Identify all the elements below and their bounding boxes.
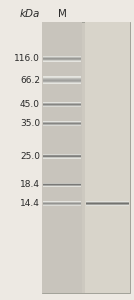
Bar [43, 203, 81, 204]
Bar [43, 124, 81, 125]
Bar [43, 158, 81, 159]
Bar [43, 78, 81, 79]
Bar [43, 185, 81, 186]
Bar [43, 205, 81, 206]
Bar [86, 202, 129, 203]
Bar [43, 202, 81, 203]
Bar [43, 83, 81, 84]
Bar [86, 204, 129, 205]
Bar [42, 22, 82, 293]
Bar [43, 123, 81, 124]
Text: 35.0: 35.0 [20, 119, 40, 128]
Bar [43, 103, 81, 104]
Bar [43, 186, 81, 187]
Text: M: M [58, 9, 66, 19]
Bar [43, 201, 81, 202]
Text: 25.0: 25.0 [20, 152, 40, 160]
Bar [43, 157, 81, 158]
Bar [85, 22, 130, 293]
Bar [43, 60, 81, 61]
Bar [43, 184, 81, 185]
Bar [43, 155, 81, 156]
Bar [43, 80, 81, 81]
Text: 14.4: 14.4 [20, 199, 40, 208]
Text: 45.0: 45.0 [20, 100, 40, 109]
Bar [43, 76, 81, 77]
Bar [86, 203, 129, 204]
Bar [43, 104, 81, 105]
Bar [86, 201, 129, 202]
Text: kDa: kDa [20, 9, 40, 19]
Bar [86, 205, 129, 206]
Bar [43, 154, 81, 155]
Bar [42, 22, 130, 293]
Bar [43, 102, 81, 103]
Bar [43, 183, 81, 184]
Bar [43, 106, 81, 107]
Bar [43, 105, 81, 106]
Bar [43, 156, 81, 157]
Bar [43, 82, 81, 83]
Bar [86, 202, 129, 203]
Bar [43, 121, 81, 122]
Bar [43, 81, 81, 82]
Bar [43, 154, 81, 155]
Bar [43, 56, 81, 57]
Bar [43, 125, 81, 126]
Bar [43, 77, 81, 78]
Bar [43, 59, 81, 60]
Text: 18.4: 18.4 [20, 180, 40, 189]
Bar [43, 57, 81, 58]
Bar [43, 58, 81, 59]
Bar [43, 122, 81, 123]
Text: 116.0: 116.0 [14, 54, 40, 63]
Text: 66.2: 66.2 [20, 76, 40, 85]
Bar [43, 79, 81, 80]
Bar [43, 204, 81, 205]
